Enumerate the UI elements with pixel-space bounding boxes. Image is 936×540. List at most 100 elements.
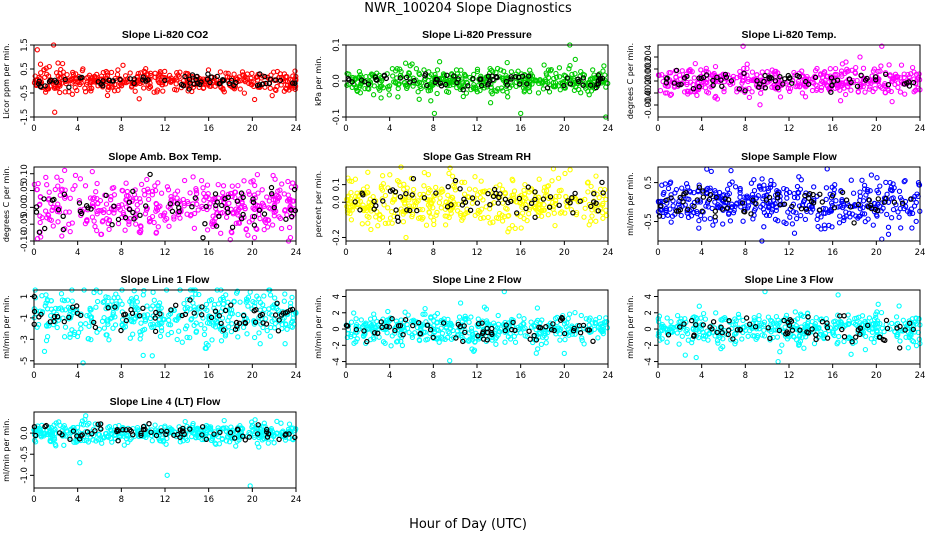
data-point [504, 59, 510, 66]
data-point [405, 312, 411, 318]
data-point [367, 196, 373, 202]
y-axis-label: percent per min. [314, 171, 323, 238]
data-point [254, 77, 261, 83]
overlay-point [873, 77, 879, 83]
data-point [897, 89, 904, 95]
data-point [256, 330, 262, 336]
data-point [219, 210, 225, 216]
data-point [468, 325, 475, 331]
data-point [909, 225, 915, 231]
data-point [93, 189, 99, 195]
overlay-point [219, 78, 226, 84]
data-point [564, 203, 570, 210]
data-point [166, 317, 172, 323]
data-point [892, 71, 899, 77]
data-point [468, 314, 474, 320]
data-point [674, 312, 681, 319]
data-point [87, 81, 93, 87]
data-point [837, 203, 843, 210]
data-point [82, 183, 89, 189]
overlay-point [404, 207, 410, 213]
data-point [358, 317, 364, 323]
overlay-point [588, 203, 594, 210]
data-point [696, 225, 702, 231]
data-point [744, 205, 751, 211]
data-point [668, 91, 675, 97]
data-point [475, 207, 481, 214]
data-point [409, 61, 415, 67]
data-point [54, 324, 60, 331]
data-point [281, 298, 287, 304]
data-point [68, 76, 75, 82]
data-point [223, 214, 230, 220]
data-point [756, 183, 763, 189]
data-point [495, 312, 501, 319]
data-point [352, 193, 359, 200]
data-point [692, 60, 698, 67]
data-point [664, 339, 670, 345]
overlay-point [283, 216, 289, 222]
overlay-point [775, 85, 781, 91]
data-point [66, 221, 72, 227]
data-point [244, 331, 250, 337]
data-point [52, 186, 58, 193]
data-point [347, 207, 353, 214]
data-point [510, 195, 517, 201]
x-tick-label: 8 [119, 248, 124, 258]
overlay-point [240, 211, 246, 218]
x-tick-label: 20 [559, 371, 570, 381]
data-point [496, 210, 503, 217]
data-point [913, 71, 920, 77]
x-tick-label: 24 [915, 124, 926, 134]
overlay-point [519, 73, 526, 79]
data-point [87, 195, 94, 201]
data-point [364, 204, 371, 211]
x-tick-label: 8 [431, 124, 436, 134]
data-point [889, 320, 895, 327]
data-point [353, 316, 359, 322]
data-point [425, 77, 431, 84]
y-tick-label: -1.5 [20, 109, 30, 126]
data-point [449, 173, 456, 179]
overlay-point [42, 83, 48, 89]
x-tick-label: 0 [31, 124, 36, 134]
data-point [478, 178, 484, 184]
data-point [864, 186, 871, 193]
data-point [422, 305, 428, 312]
data-point [534, 78, 540, 84]
data-point [153, 201, 160, 207]
x-tick-label: 20 [247, 124, 258, 134]
y-tick-label: 0.004 [644, 45, 654, 69]
overlay-point [189, 203, 195, 210]
outlier-point [518, 110, 524, 117]
data-point [853, 213, 859, 219]
outlier-point [791, 230, 798, 236]
overlay-point [591, 190, 597, 197]
data-point [215, 181, 221, 188]
data-point [103, 68, 109, 75]
data-point [39, 293, 45, 299]
overlay-point [803, 78, 809, 85]
data-point [704, 79, 710, 86]
data-point [59, 233, 65, 239]
data-point [44, 182, 50, 188]
data-point [498, 85, 505, 91]
data-point [223, 70, 229, 76]
data-point [57, 89, 63, 96]
data-point [593, 218, 599, 224]
data-point [707, 215, 713, 222]
data-point [382, 192, 389, 199]
data-point [445, 192, 451, 198]
data-point [418, 85, 424, 92]
data-point [282, 78, 289, 84]
data-point [712, 94, 718, 101]
y-tick-label: -5 [20, 357, 30, 365]
overlay-point [780, 81, 786, 87]
data-point [712, 63, 719, 70]
overlay-point [756, 84, 762, 90]
data-point [111, 210, 117, 216]
data-point [826, 222, 832, 229]
data-point [227, 236, 233, 243]
data-points [655, 43, 923, 108]
overlay-point [757, 81, 763, 87]
